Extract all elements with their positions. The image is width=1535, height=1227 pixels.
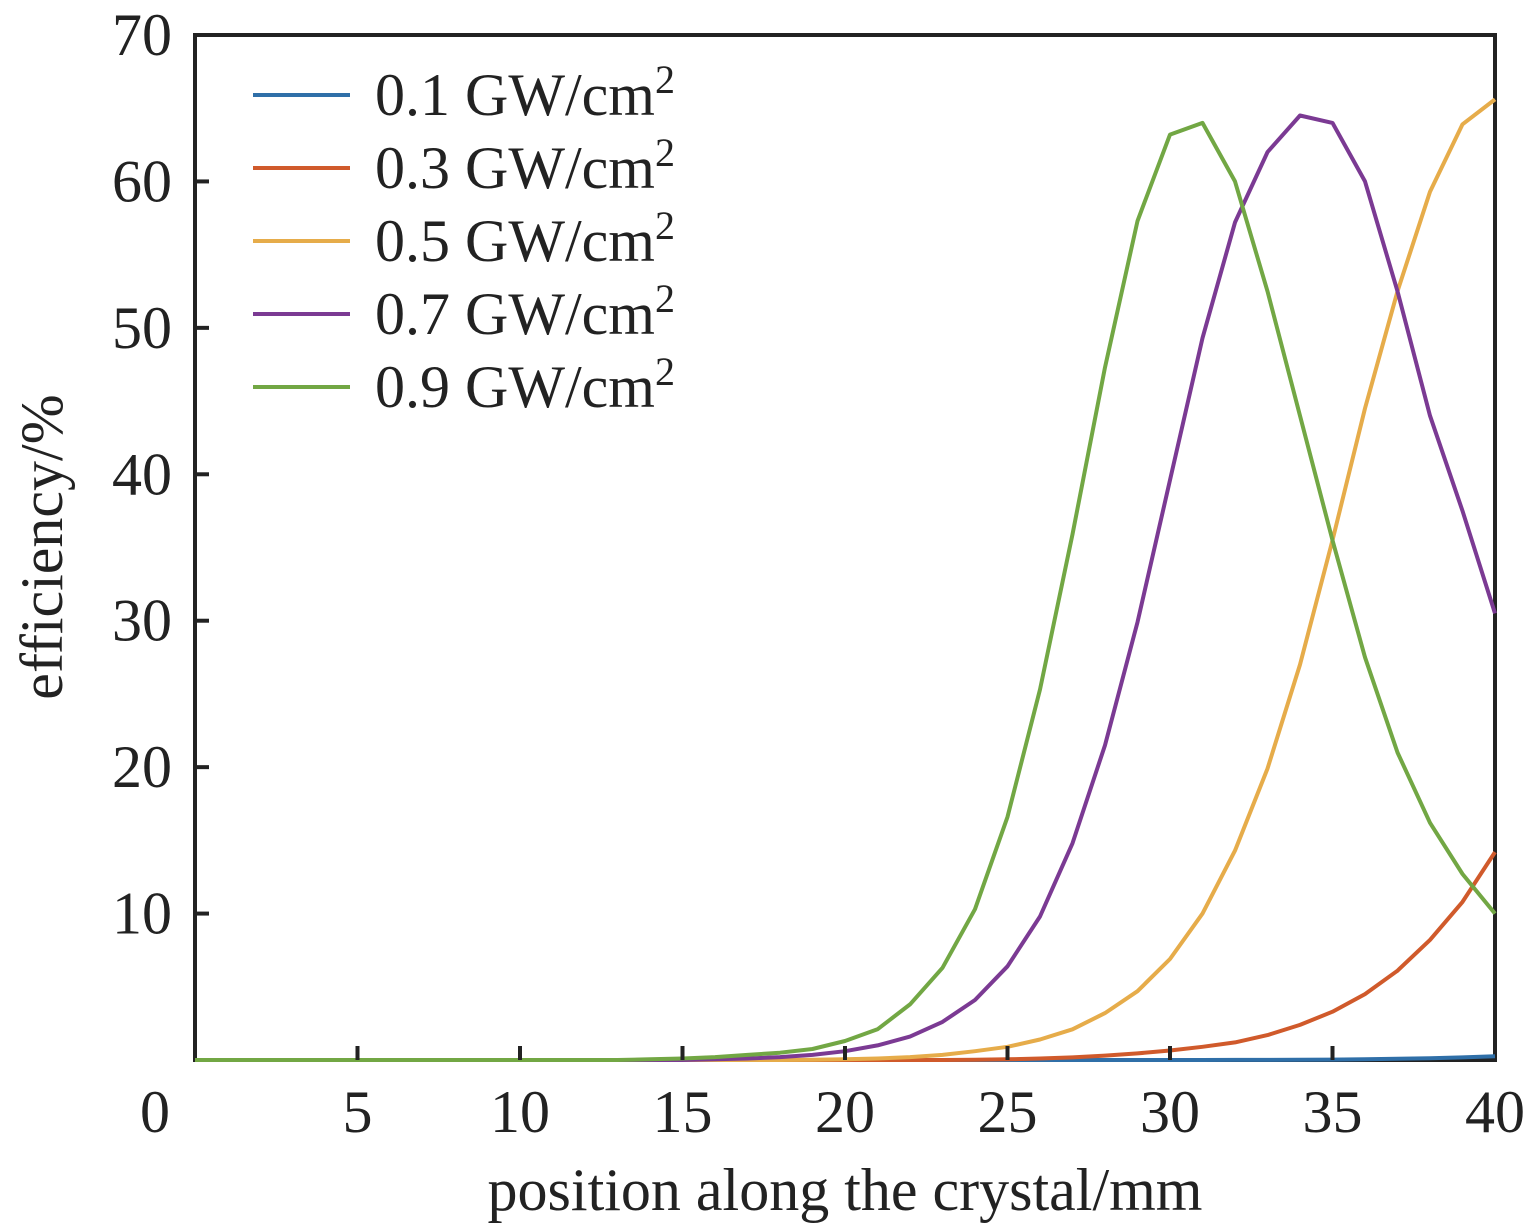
y-axis-label: efficiency/% <box>9 394 75 699</box>
legend-label-5: 0.9 GW/cm2 <box>375 349 675 420</box>
x-tick-label: 25 <box>978 1079 1038 1145</box>
y-tick-label: 50 <box>112 295 172 361</box>
y-tick-label: 60 <box>112 148 172 214</box>
x-tick-label: 15 <box>653 1079 713 1145</box>
legend-label-3: 0.5 GW/cm2 <box>375 203 675 274</box>
x-tick-label: 35 <box>1303 1079 1363 1145</box>
series-line-2 <box>195 851 1497 1062</box>
series-line-5 <box>195 120 1497 1062</box>
y-tick-label: 40 <box>112 441 172 507</box>
y-axis-ticks: 10 20 30 40 50 60 70 <box>112 2 209 947</box>
x-axis-label: position along the crystal/mm <box>488 1157 1203 1223</box>
x-tick-label: 5 <box>343 1079 373 1145</box>
y-tick-label: 30 <box>112 588 172 654</box>
x-tick-label: 20 <box>815 1079 875 1145</box>
x-axis-ticks: 0 5 10 15 20 25 30 35 40 <box>140 1046 1525 1145</box>
legend-label-2: 0.3 GW/cm2 <box>375 130 675 201</box>
x-tick-label: 10 <box>490 1079 550 1145</box>
y-tick-label: 70 <box>112 2 172 68</box>
x-tick-label: 30 <box>1140 1079 1200 1145</box>
y-tick-label: 10 <box>112 881 172 947</box>
y-tick-label: 20 <box>112 734 172 800</box>
legend-label-4: 0.7 GW/cm2 <box>375 276 675 347</box>
x-tick-label: 40 <box>1465 1079 1525 1145</box>
legend-label-1: 0.1 GW/cm2 <box>375 57 675 128</box>
x-tick-label: 0 <box>140 1079 170 1145</box>
